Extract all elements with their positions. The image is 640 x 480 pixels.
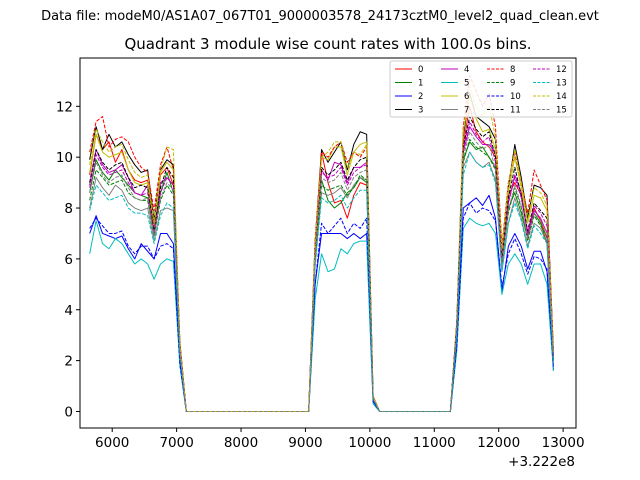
y-axis: 0 2 4 6 8 10 12: [56, 99, 80, 420]
y-tick-label: 4: [64, 303, 73, 319]
chart-suptitle: Data file: modeM0/AS1A07_067T01_90000035…: [41, 9, 599, 24]
series-line-15: [89, 131, 554, 412]
legend-label-13: 13: [556, 79, 567, 89]
legend-label-6: 6: [464, 92, 469, 102]
series-layer: [89, 75, 554, 412]
y-tick-label: 6: [64, 252, 73, 268]
legend-box: [389, 60, 573, 118]
series-line-10: [89, 202, 554, 412]
series-line-5: [89, 217, 554, 412]
y-tick-label: 12: [56, 99, 73, 115]
y-tick-label: 10: [56, 150, 73, 166]
series-line-2: [89, 194, 554, 412]
legend-label-8: 8: [510, 65, 515, 75]
plot-frame: [79, 57, 577, 429]
series-line-8: [89, 75, 554, 412]
x-tick-label: 10000: [348, 435, 391, 451]
x-tick-label: 7000: [159, 435, 193, 451]
legend-label-10: 10: [510, 92, 521, 102]
x-axis: 6000 7000 8000 9000 10000 11000 12000 13000: [95, 428, 585, 451]
series-line-13: [89, 151, 554, 412]
legend-label-9: 9: [510, 79, 515, 89]
legend-label-4: 4: [464, 65, 469, 75]
x-tick-label: 12000: [477, 435, 520, 451]
x-tick-label: 13000: [542, 435, 585, 451]
x-tick-label: 11000: [413, 435, 456, 451]
x-tick-label: 8000: [224, 435, 258, 451]
legend-label-3: 3: [418, 106, 423, 116]
chart-title: Quadrant 3 module wise count rates with …: [124, 35, 531, 53]
legend-label-1: 1: [418, 79, 423, 89]
legend-label-14: 14: [556, 92, 567, 102]
y-tick-label: 2: [64, 354, 73, 370]
series-line-11: [89, 115, 554, 412]
y-tick-label: 8: [64, 201, 73, 217]
x-tick-label: 6000: [95, 435, 129, 451]
legend-label-5: 5: [464, 79, 469, 89]
legend-label-15: 15: [556, 106, 567, 116]
legend-label-12: 12: [556, 65, 567, 75]
legend-label-0: 0: [418, 65, 423, 75]
x-offset-label: +3.222e8: [508, 454, 575, 470]
series-line-9: [89, 138, 554, 412]
x-tick-label: 9000: [288, 435, 322, 451]
legend-label-7: 7: [464, 106, 469, 116]
legend-label-2: 2: [418, 92, 423, 102]
y-tick-label: 0: [64, 404, 73, 420]
legend-label-11: 11: [510, 106, 521, 116]
series-line-12: [89, 121, 554, 412]
